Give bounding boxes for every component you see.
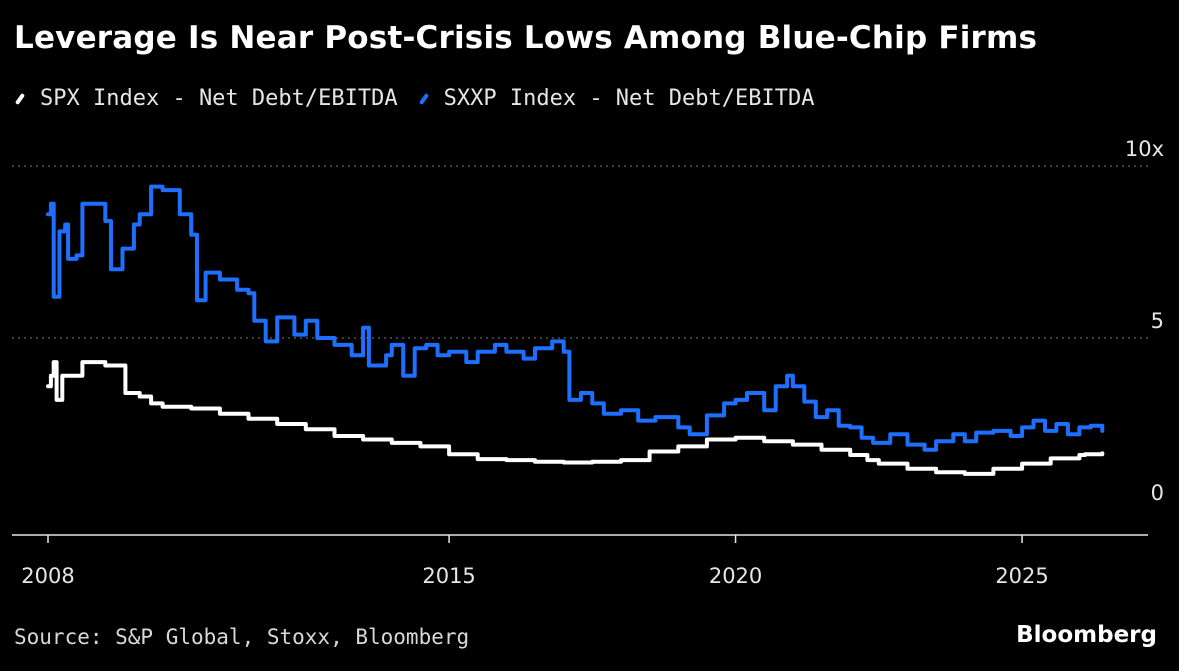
y-tick-label-5: 5 [1151, 309, 1164, 333]
x-tick-label-2025: 2025 [995, 564, 1048, 588]
legend-item-spx: SPX Index - Net Debt/EBITDA [14, 86, 398, 111]
y-tick-label-0: 0 [1151, 481, 1164, 505]
x-tick-label-2015: 2015 [422, 564, 475, 588]
legend-label-spx: SPX Index - Net Debt/EBITDA [40, 86, 398, 111]
source-note: Source: S&P Global, Stoxx, Bloomberg [14, 625, 470, 649]
legend-item-sxxp: SXXP Index - Net Debt/EBITDA [418, 86, 815, 111]
chart-title: Leverage Is Near Post-Crisis Lows Among … [14, 20, 1038, 56]
legend: SPX Index - Net Debt/EBITDA SXXP Index -… [14, 86, 835, 111]
legend-label-sxxp: SXXP Index - Net Debt/EBITDA [443, 86, 815, 111]
chart-area: 0 5 10x 2008 2015 2020 2025 [12, 137, 1164, 588]
bloomberg-logo: Bloomberg [1016, 622, 1157, 648]
y-tick-label-10: 10x [1125, 137, 1164, 161]
series-line-spx [46, 360, 1105, 476]
series-line-sxxp [46, 184, 1105, 452]
x-tick-label-2020: 2020 [709, 564, 762, 588]
x-tick-label-2008: 2008 [21, 564, 74, 588]
